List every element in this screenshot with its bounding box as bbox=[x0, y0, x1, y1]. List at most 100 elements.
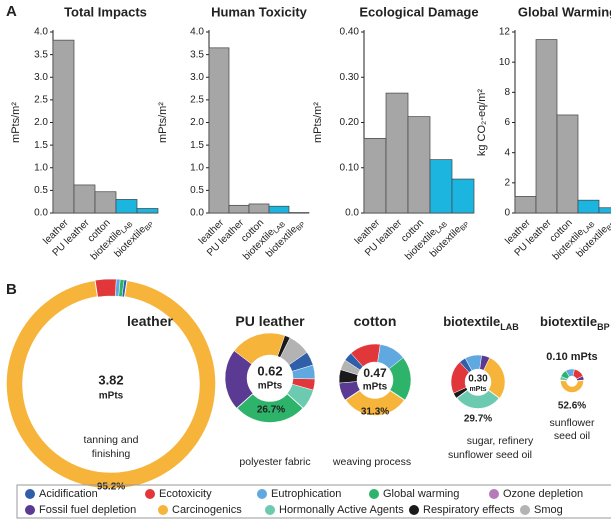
description: finishing bbox=[92, 448, 131, 460]
legend-swatch bbox=[25, 489, 35, 499]
donut-segment bbox=[483, 357, 506, 399]
donut-title: biotextileBP bbox=[540, 314, 610, 332]
legend-label: Carcinogenics bbox=[172, 504, 242, 516]
donut-segment bbox=[576, 375, 585, 381]
chart-title: Human Toxicity bbox=[211, 4, 308, 19]
y-tick-label: 12 bbox=[499, 27, 511, 38]
bar bbox=[52, 39, 75, 214]
total-value: 0.47 bbox=[363, 366, 387, 380]
y-tick-label: 0.5 bbox=[190, 185, 204, 196]
total-unit: mPts bbox=[469, 386, 486, 393]
donut-title: PU leather bbox=[235, 313, 305, 329]
bar bbox=[514, 196, 537, 214]
y-tick-label: 2.5 bbox=[34, 95, 48, 106]
legend-label: Global warming bbox=[383, 488, 459, 500]
category-subscript: BP bbox=[460, 221, 472, 233]
donut-segment bbox=[388, 357, 412, 401]
title-text: cotton bbox=[354, 313, 397, 329]
y-tick-label: 2 bbox=[504, 177, 510, 188]
percent-label: 52.6% bbox=[558, 401, 586, 412]
chart-title: Total Impacts bbox=[64, 4, 147, 19]
percent-label: 26.7% bbox=[257, 405, 285, 416]
donut-segment bbox=[121, 279, 128, 298]
y-tick-label: 1.0 bbox=[190, 162, 204, 173]
panel-label: A bbox=[6, 3, 17, 20]
y-tick-label: 3.5 bbox=[34, 49, 48, 60]
legend-swatch bbox=[145, 489, 155, 499]
legend-swatch bbox=[489, 489, 499, 499]
y-tick-label: 10 bbox=[499, 57, 511, 68]
percent-label: 31.3% bbox=[361, 407, 389, 418]
donut-segment bbox=[94, 278, 117, 298]
total-value: 0.30 bbox=[468, 374, 488, 385]
description: polyester fabric bbox=[239, 456, 310, 468]
legend-label: Eutrophication bbox=[271, 488, 341, 500]
bar bbox=[385, 92, 409, 214]
bar bbox=[407, 116, 431, 214]
total-value: 3.82 bbox=[98, 372, 123, 387]
donut-title: biotextileLAB bbox=[443, 314, 519, 332]
y-tick-label: 0.20 bbox=[340, 117, 360, 128]
description: tanning and bbox=[84, 434, 139, 446]
bar bbox=[598, 207, 611, 214]
bar bbox=[73, 184, 96, 214]
legend-swatch bbox=[265, 505, 275, 515]
description: sugar, refinery bbox=[467, 435, 534, 447]
category-subscript: BP bbox=[144, 221, 156, 233]
donut-segment bbox=[559, 379, 585, 394]
category-subscript: BP bbox=[606, 221, 611, 233]
title-text: biotextile bbox=[540, 314, 597, 329]
title-text: PU leather bbox=[235, 313, 305, 329]
y-tick-label: 8 bbox=[504, 87, 510, 98]
y-axis-label: mPts/m² bbox=[157, 102, 169, 143]
panel-label: B bbox=[6, 281, 17, 298]
y-tick-label: 6 bbox=[504, 117, 510, 128]
legend-label: Acidification bbox=[39, 488, 98, 500]
category-subscript: BP bbox=[296, 221, 308, 233]
bar bbox=[136, 208, 159, 214]
bar bbox=[208, 47, 230, 214]
bar bbox=[535, 39, 558, 214]
y-tick-label: 0 bbox=[504, 208, 510, 219]
y-tick-label: 0.10 bbox=[340, 162, 360, 173]
bar bbox=[429, 159, 453, 214]
bar bbox=[363, 137, 387, 214]
y-tick-label: 0.30 bbox=[340, 72, 360, 83]
legend-label: Smog bbox=[534, 504, 563, 516]
description: weaving process bbox=[332, 456, 411, 468]
legend-swatch bbox=[158, 505, 168, 515]
donut-title: cotton bbox=[354, 313, 397, 329]
y-tick-label: 4 bbox=[504, 147, 510, 158]
x-tick-label: biotextileBP bbox=[428, 217, 472, 261]
bar bbox=[556, 114, 579, 214]
chart-title: Global Warming bbox=[518, 4, 611, 19]
bar bbox=[577, 199, 600, 214]
y-tick-label: 3.0 bbox=[190, 72, 204, 83]
y-tick-label: 3.0 bbox=[34, 72, 48, 83]
y-tick-label: 1.5 bbox=[34, 140, 48, 151]
y-tick-label: 0.0 bbox=[345, 208, 359, 219]
y-tick-label: 1.5 bbox=[190, 140, 204, 151]
percent-label: 29.7% bbox=[464, 414, 492, 425]
total-unit: mPts bbox=[571, 351, 598, 363]
total-value: 0.10 bbox=[546, 351, 567, 363]
title-subscript: BP bbox=[597, 322, 610, 332]
bar bbox=[248, 203, 270, 214]
legend-label: Respiratory effects bbox=[423, 504, 515, 516]
donut-segment bbox=[286, 383, 314, 409]
y-tick-label: 2.0 bbox=[190, 117, 204, 128]
bar bbox=[268, 205, 290, 214]
total-unit: mPts bbox=[363, 382, 388, 393]
legend-swatch bbox=[409, 505, 419, 515]
y-tick-label: 0.40 bbox=[340, 27, 360, 38]
title-text: leather bbox=[127, 313, 173, 329]
y-tick-label: 4.0 bbox=[34, 27, 48, 38]
total: 0.10 mPts bbox=[546, 351, 597, 363]
bar bbox=[115, 199, 138, 214]
legend-label: Fossil fuel depletion bbox=[39, 504, 136, 516]
y-axis-label: mPts/m² bbox=[10, 102, 22, 143]
percent-label: 95.2% bbox=[97, 482, 125, 493]
